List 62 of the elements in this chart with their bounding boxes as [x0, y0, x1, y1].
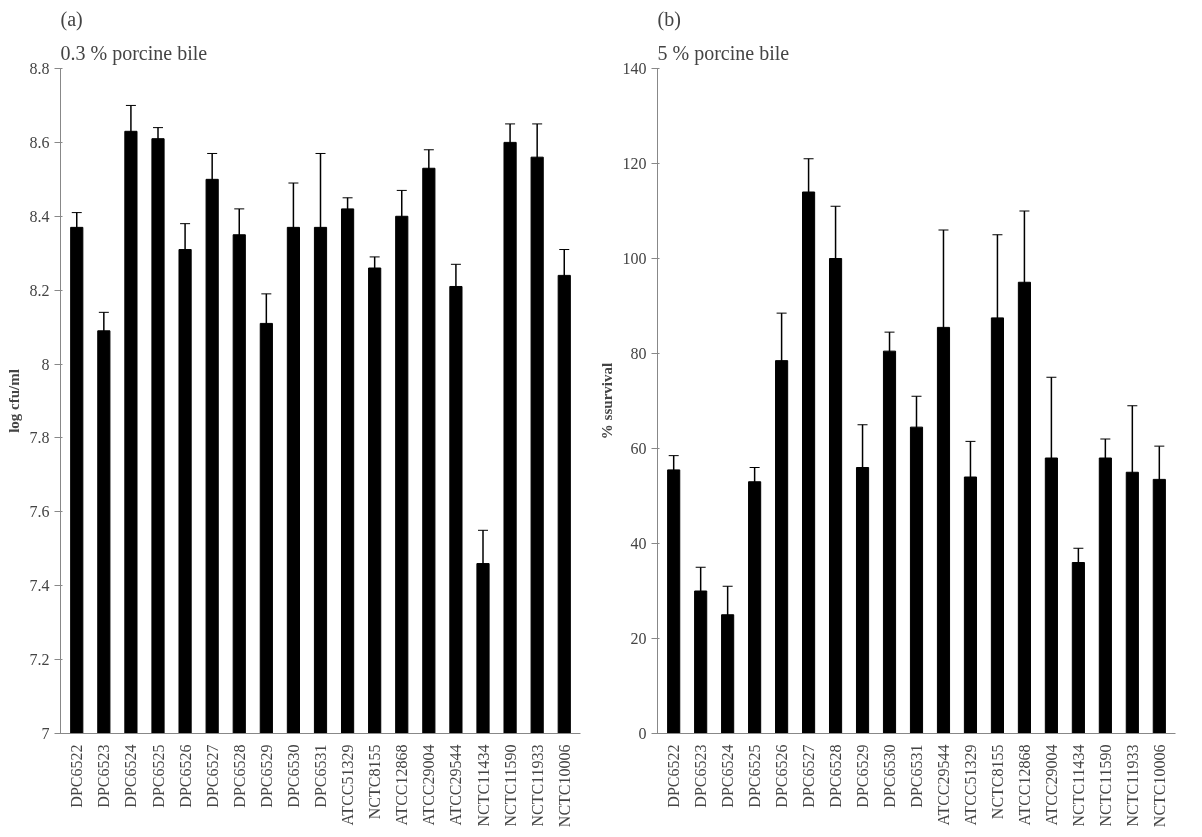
x-tick-label: DPC6530: [881, 744, 899, 808]
x-tick-label: DPC6528: [230, 744, 248, 808]
x-tick-label: ATCC51329: [339, 744, 357, 826]
x-tick-label: NCTC11590: [1096, 744, 1114, 827]
x-tick-label: DPC6530: [284, 744, 302, 808]
x-tick-label: ATCC29004: [1042, 744, 1060, 826]
x-tick-label: DPC6525: [746, 744, 764, 808]
y-tick-label: 100: [622, 250, 647, 267]
x-tick-label: NCTC8155: [366, 744, 384, 820]
x-tick-label: NCTC11590: [501, 744, 519, 827]
x-tick-label: ATCC51329: [961, 744, 979, 826]
y-tick-label: 7.4: [29, 577, 50, 595]
x-tick-label: DPC6523: [95, 744, 113, 808]
x-tick-label: NCTC10006: [555, 744, 573, 828]
y-tick-label: 40: [630, 535, 647, 552]
y-tick-label: 7: [41, 725, 50, 742]
x-tick-label: ATCC12868: [393, 744, 411, 826]
y-tick-label: 60: [630, 440, 647, 457]
x-tick-label: ATCC29544: [447, 744, 465, 826]
y-tick-label: 8: [41, 355, 50, 373]
x-tick-label: DPC6529: [854, 744, 872, 808]
y-tick-label: 8.4: [29, 207, 50, 225]
x-tick-label: NCTC10006: [1150, 744, 1168, 828]
y-tick-label: 120: [622, 155, 647, 172]
y-axis-title: log cfu/ml: [5, 369, 22, 433]
y-tick-label: 80: [630, 345, 647, 362]
x-tick-label: DPC6522: [68, 744, 86, 808]
y-tick-label: 8.2: [29, 281, 50, 299]
chart-title: (b): [657, 7, 681, 31]
x-tick-label: ATCC29544: [934, 744, 952, 826]
x-tick-label: NCTC8155: [988, 744, 1006, 820]
x-tick-label: NCTC11434: [1069, 744, 1087, 827]
x-tick-label: DPC6527: [800, 744, 818, 808]
y-tick-label: 7.6: [29, 503, 50, 521]
y-axis-title: % ssurvival: [598, 362, 615, 440]
x-tick-label: DPC6526: [176, 744, 194, 808]
y-tick-label: 7.2: [29, 651, 50, 669]
x-tick-label: DPC6527: [203, 744, 221, 808]
y-tick-label: 7.8: [29, 429, 50, 447]
y-tick-label: 20: [630, 630, 647, 647]
chart-subtitle: 5 % porcine bile: [657, 41, 790, 65]
x-tick-label: DPC6525: [149, 744, 167, 808]
chart-subtitle: 0.3 % porcine bile: [60, 41, 208, 65]
x-tick-label: ATCC29004: [420, 744, 438, 826]
y-tick-label: 8.6: [29, 133, 50, 151]
x-tick-label: DPC6529: [257, 744, 275, 808]
x-tick-label: ATCC12868: [1015, 744, 1033, 826]
y-tick-label: 8.8: [29, 60, 50, 77]
x-tick-label: NCTC11933: [1123, 744, 1141, 827]
x-tick-label: DPC6522: [665, 744, 683, 808]
y-tick-label: 140: [622, 60, 647, 77]
chart-title: (a): [60, 7, 83, 31]
x-tick-label: DPC6528: [827, 744, 845, 808]
x-tick-label: DPC6524: [719, 744, 737, 808]
x-tick-label: DPC6531: [312, 744, 329, 808]
x-tick-label: DPC6526: [773, 744, 791, 808]
x-tick-label: NCTC11933: [528, 744, 546, 827]
y-tick-label: 0: [638, 725, 647, 742]
x-tick-label: DPC6523: [692, 744, 710, 808]
x-tick-label: DPC6524: [122, 744, 140, 808]
x-tick-label: DPC6531: [908, 744, 925, 808]
x-tick-label: NCTC11434: [474, 744, 492, 827]
